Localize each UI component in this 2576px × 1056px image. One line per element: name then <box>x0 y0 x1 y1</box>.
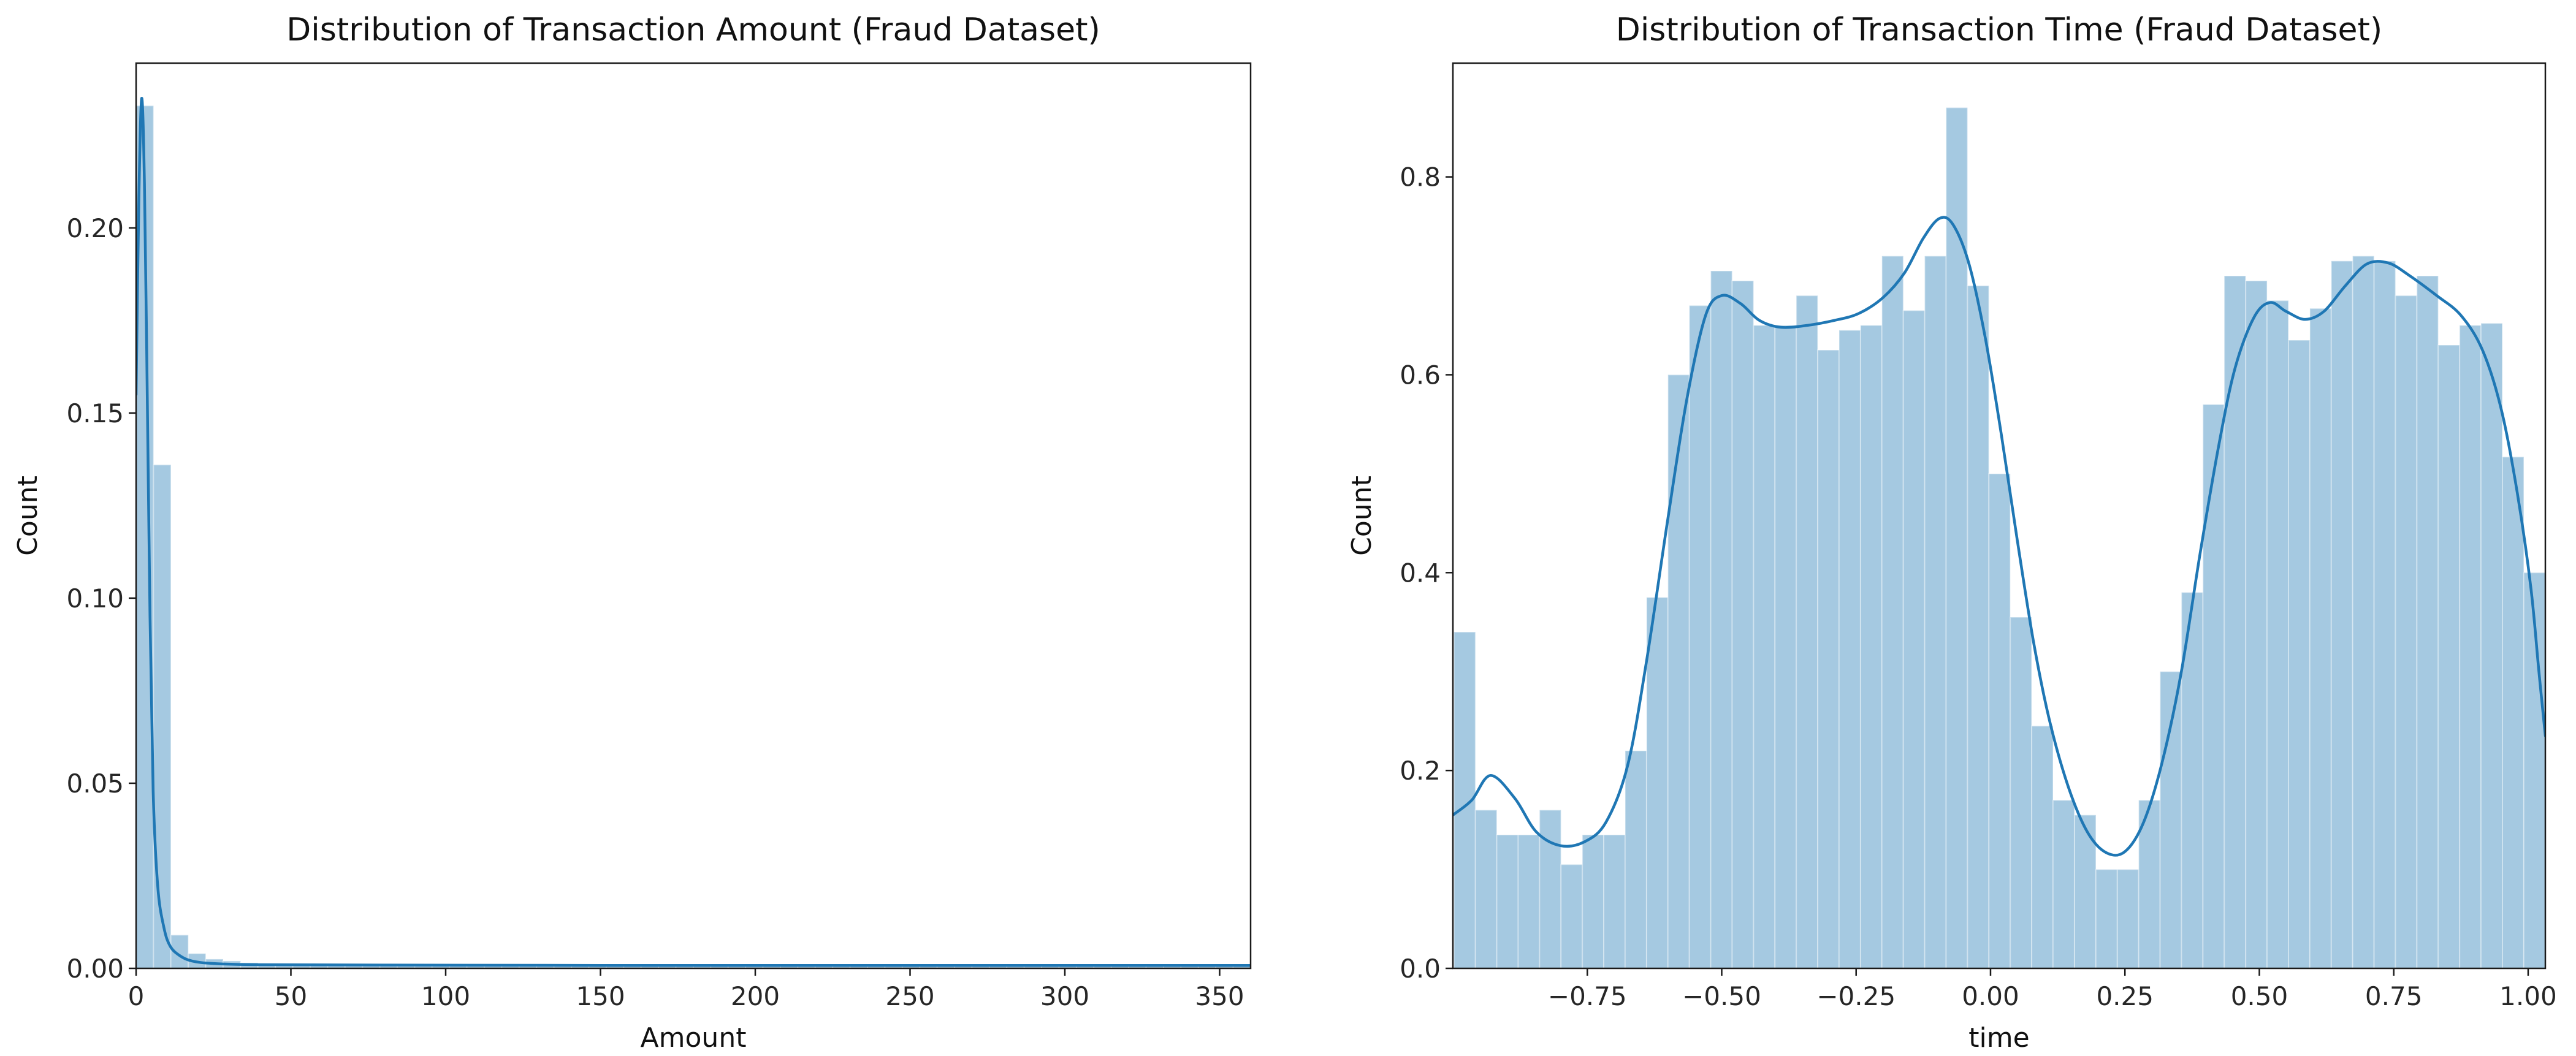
amount-distribution-axes: 0 50 100 150 200 250 300 350 0.00 0.05 0.10 0.15 0.2… <box>12 12 1252 1054</box>
histogram-bar <box>1753 324 1776 968</box>
histogram-bar <box>1774 324 1797 968</box>
x-tick-label: 0.50 <box>2231 981 2288 1011</box>
histogram-bar <box>2288 340 2311 968</box>
histogram-bar <box>1945 107 1968 968</box>
x-tick-label: 0.25 <box>2096 981 2154 1011</box>
y-tick-label: 0.20 <box>66 213 124 243</box>
histogram-bar <box>2502 456 2525 968</box>
histogram-bar <box>2352 255 2375 968</box>
histogram-bar <box>2309 308 2332 968</box>
x-tick-label: −0.25 <box>1816 981 1896 1011</box>
histogram-bar <box>1625 750 1647 968</box>
histogram-bar <box>1881 255 1904 968</box>
x-axis-label: time <box>1968 1022 2029 1054</box>
histogram-bar <box>1667 374 1690 968</box>
histogram-bar <box>1645 596 1669 968</box>
histogram-bar <box>1817 349 1840 968</box>
histogram-bar <box>2202 403 2225 968</box>
histogram-bar <box>153 464 172 968</box>
histogram-bar <box>2159 670 2182 968</box>
histogram-bar <box>1967 285 1990 968</box>
histogram-bar <box>2459 324 2482 968</box>
plot-background <box>136 63 1251 968</box>
histogram-bar <box>1539 809 1562 968</box>
axes-spines <box>135 62 1252 970</box>
histogram-bar <box>2480 322 2504 968</box>
histogram-bar <box>1560 864 1583 968</box>
y-tick-label: 0.0 <box>1400 954 1441 984</box>
x-tick-label: 1.00 <box>2499 981 2557 1011</box>
x-tick-label: 300 <box>1040 981 1089 1011</box>
x-axis-label: Amount <box>641 1022 747 1054</box>
histogram-bar <box>1839 329 1861 968</box>
histogram-bar <box>2010 617 2033 968</box>
histogram-bar <box>2330 260 2353 968</box>
histogram-bar <box>1474 809 1498 968</box>
kde-curve <box>136 97 1251 967</box>
y-tick-label: 0.10 <box>66 583 124 613</box>
x-tick-label: 350 <box>1195 981 1244 1011</box>
x-tick-label: 150 <box>576 981 625 1011</box>
y-tick-label: 0.00 <box>66 954 124 984</box>
histogram-bar <box>1924 255 1947 968</box>
x-tick-label: 0.00 <box>1962 981 2019 1011</box>
y-axis-label: Count <box>12 476 44 556</box>
histogram-bar <box>1859 324 1883 968</box>
histogram-bar <box>2437 344 2461 968</box>
histogram-bar <box>1988 473 2011 968</box>
time-distribution-axes: −0.75 −0.50 −0.25 0.00 0.25 0.50 0.75 1.00 0.0 0.… <box>1346 12 2557 1054</box>
y-tick-label: 0.8 <box>1400 162 1441 192</box>
histogram-bar <box>1496 834 1519 968</box>
x-tick-label: −0.50 <box>1682 981 1761 1011</box>
y-tick-label: 0.15 <box>66 398 124 428</box>
histogram-bar <box>1796 295 1819 968</box>
y-tick-label: 0.05 <box>66 769 124 799</box>
x-tick-label: 0.75 <box>2365 981 2423 1011</box>
histogram-bar <box>1582 834 1605 968</box>
histogram-bar <box>2373 260 2396 968</box>
y-tick-label: 0.4 <box>1400 558 1441 588</box>
histogram-bar <box>2245 280 2268 968</box>
axes-spines <box>1452 62 2547 970</box>
histogram-bar <box>2095 868 2118 968</box>
x-tick-label: 100 <box>421 981 470 1011</box>
histogram-bar <box>1688 305 1712 968</box>
histogram-bar <box>2266 300 2290 968</box>
y-tick-label: 0.6 <box>1400 360 1441 390</box>
histogram-bar <box>1902 310 1926 968</box>
x-tick-label: 200 <box>731 981 780 1011</box>
y-tick-label: 0.2 <box>1400 756 1441 786</box>
x-tick-label: 50 <box>275 981 307 1011</box>
histogram-bar <box>1603 834 1626 968</box>
histogram-bar <box>170 934 189 968</box>
x-tick-label: 250 <box>885 981 934 1011</box>
chart-title: Distribution of Transaction Amount (Frau… <box>286 12 1100 48</box>
histogram-bar <box>2395 295 2418 968</box>
chart-title: Distribution of Transaction Time (Fraud … <box>1616 12 2382 48</box>
x-tick-label: −0.75 <box>1548 981 1627 1011</box>
histogram-bar <box>1731 280 1755 968</box>
histogram-bar <box>1710 270 1733 968</box>
histogram-bar <box>1517 834 1541 968</box>
histogram-bar <box>2031 725 2054 968</box>
histogram-bars <box>1453 107 2545 968</box>
kde-curve <box>1453 216 2545 857</box>
x-tick-label: 0 <box>128 981 145 1011</box>
histogram-bar <box>2416 275 2439 968</box>
histogram-bar <box>2224 275 2247 968</box>
y-axis-label: Count <box>1346 476 1378 556</box>
histogram-bar <box>2052 799 2075 968</box>
histogram-bar <box>2116 868 2140 968</box>
